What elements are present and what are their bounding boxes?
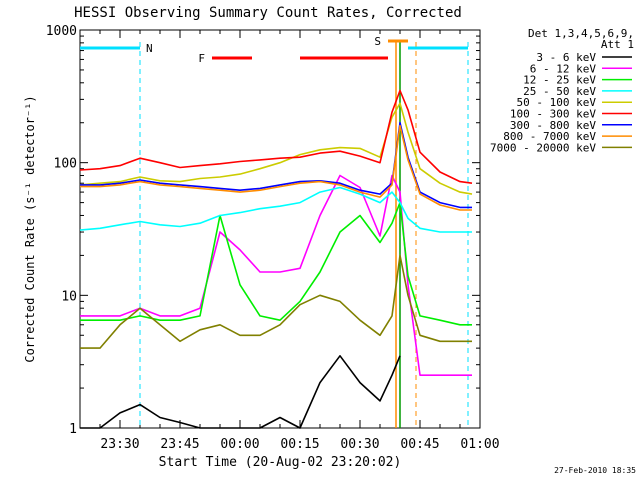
legend-label: 300 - 800 keV (510, 119, 596, 132)
legend-label: 100 - 300 keV (510, 108, 596, 121)
x-tick-labels: 23:30 23:45 00:00 00:15 00:30 00:45 01:00 (100, 437, 499, 452)
x-tick-label: 00:45 (400, 437, 439, 452)
tick-marks (79, 29, 481, 429)
flag-label: S (374, 35, 381, 48)
x-tick-label: 00:00 (220, 437, 259, 452)
series-line (79, 102, 473, 195)
y-tick-labels: 1 10 100 1000 (46, 24, 77, 437)
x-tick-label: 23:45 (160, 437, 199, 452)
series-line (80, 254, 472, 349)
y-tick-label: 1000 (46, 24, 77, 39)
legend-label: 800 - 7000 keV (503, 130, 596, 143)
series-line (80, 121, 472, 209)
legend-label: 50 - 100 keV (517, 96, 597, 109)
x-tick-label: 23:30 (100, 437, 139, 452)
y-tick-label: 1 (69, 422, 77, 437)
legend-label: 6 - 12 keV (530, 62, 597, 75)
series-line (80, 355, 401, 429)
legend-label: 7000 - 20000 keV (490, 141, 596, 154)
series-line (80, 174, 472, 376)
flag-label: N (146, 42, 153, 55)
series-line (79, 89, 473, 184)
x-tick-label: 00:30 (340, 437, 379, 452)
flag-bars: N F S (80, 35, 468, 65)
chart-title: HESSI Observing Summary Count Rates, Cor… (74, 5, 462, 21)
x-tick-label: 01:00 (460, 437, 499, 452)
x-axis-label: Start Time (20-Aug-02 23:20:02) (159, 455, 402, 470)
y-axis-label: Corrected Count Rate (s⁻¹ detector⁻¹) (23, 95, 37, 362)
series-line (80, 124, 472, 211)
legend-header: Det 1,3,4,5,6,9, (528, 27, 634, 40)
y-tick-label: 10 (61, 289, 77, 304)
timestamp: 27-Feb-2010 18:35 (554, 466, 636, 475)
series-line (79, 186, 472, 233)
y-tick-label: 100 (54, 157, 77, 172)
legend-label: 25 - 50 keV (523, 85, 596, 98)
legend-header: Att 1 (601, 38, 634, 51)
legend-label: 3 - 6 keV (536, 51, 596, 64)
series-lines (79, 89, 473, 429)
flag-label: F (198, 52, 205, 65)
x-tick-label: 00:15 (280, 437, 319, 452)
legend-label: 12 - 25 keV (523, 74, 596, 87)
